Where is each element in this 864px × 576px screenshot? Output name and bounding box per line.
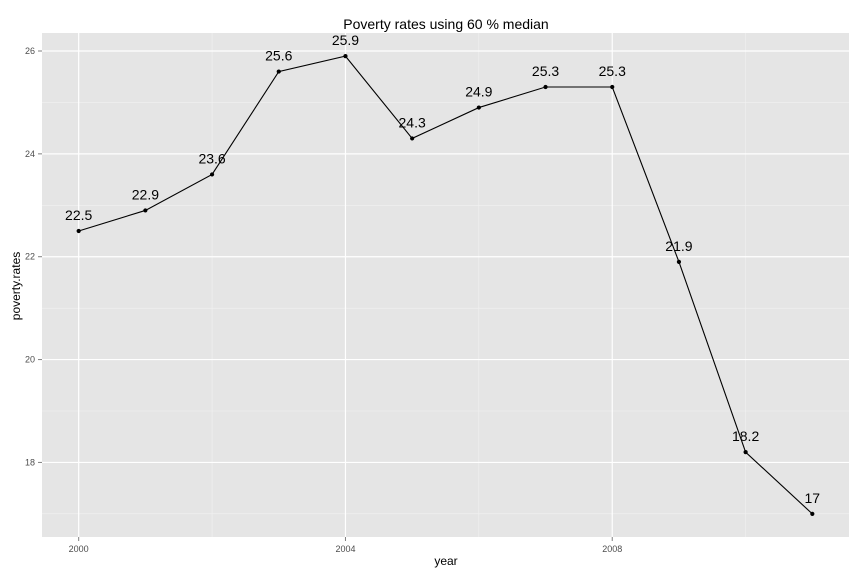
y-tick-label: 18 — [25, 457, 35, 467]
data-point — [343, 54, 348, 59]
data-label: 22.9 — [132, 186, 159, 202]
data-point — [810, 511, 815, 516]
data-point — [410, 136, 415, 141]
data-point — [476, 105, 481, 110]
data-point — [276, 69, 281, 74]
data-label: 25.9 — [332, 32, 359, 48]
data-labels: 22.5 22.9 23.6 25.6 25.9 24.3 24.9 25.3 25.3 21.9… — [65, 32, 820, 506]
data-label: 23.6 — [198, 150, 225, 166]
x-tick-label: 2008 — [602, 544, 622, 554]
chart-title: Poverty rates using 60 % median — [343, 16, 548, 32]
x-tick-label: 2004 — [335, 544, 355, 554]
y-tick-label: 24 — [25, 149, 35, 159]
y-axis-ticks: 18 20 22 24 26 — [25, 46, 42, 467]
y-tick-label: 20 — [25, 355, 35, 365]
data-point — [610, 84, 615, 90]
data-point — [676, 259, 682, 264]
y-tick-label: 26 — [25, 46, 35, 56]
data-label: 21.9 — [665, 238, 692, 254]
data-label: 22.5 — [65, 207, 92, 223]
data-label: 18.2 — [732, 428, 759, 444]
data-point — [543, 84, 548, 90]
major-gridlines — [42, 33, 849, 537]
data-points — [76, 54, 815, 516]
x-axis-ticks: 2000 2004 2008 — [69, 537, 622, 554]
data-label: 25.3 — [599, 63, 626, 79]
y-tick-label: 22 — [25, 252, 35, 262]
data-label: 25.3 — [532, 63, 559, 79]
data-point — [76, 228, 81, 234]
plot-panel — [42, 33, 849, 537]
data-label: 25.6 — [265, 48, 292, 64]
data-label: 17 — [805, 490, 821, 506]
series-line-group — [78, 55, 813, 515]
y-axis-title: poverty.rates — [9, 252, 23, 320]
data-label: 24.9 — [465, 84, 492, 100]
minor-gridlines — [42, 33, 849, 537]
x-tick-label: 2000 — [69, 544, 89, 554]
data-point — [143, 208, 148, 213]
data-label: 24.3 — [399, 114, 426, 130]
data-point — [743, 450, 748, 455]
series-line — [78, 55, 813, 515]
data-point — [209, 172, 215, 177]
x-axis-title: year — [434, 554, 457, 568]
